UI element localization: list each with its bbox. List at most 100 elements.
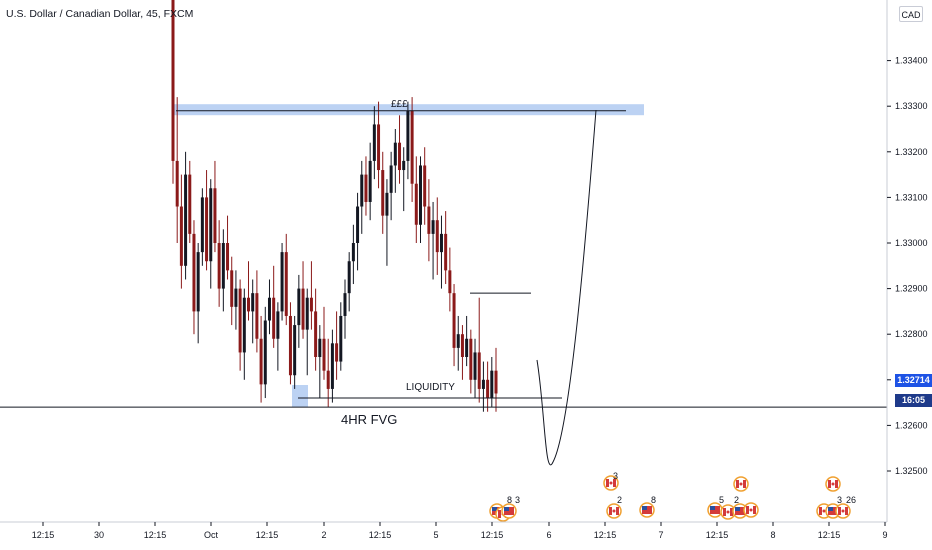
event-count: 8: [507, 495, 512, 505]
time-tick-label: Oct: [204, 530, 219, 540]
candle-body: [494, 370, 498, 394]
candle-body: [452, 293, 456, 348]
ca-flag-right: [845, 507, 848, 515]
ca-flag-leaf: [831, 482, 835, 486]
candle-body: [280, 252, 284, 312]
us-flag-canton: [642, 506, 647, 510]
price-tick-label: 1.33000: [895, 238, 928, 248]
ca-flag-right: [835, 480, 838, 488]
us-flag-icon[interactable]: [501, 503, 517, 519]
candle-body: [318, 338, 322, 357]
candle-body: [431, 220, 435, 234]
ca-flag-icon[interactable]: [825, 476, 841, 492]
ca-flag-leaf: [841, 509, 845, 513]
ca-flag-leaf: [739, 482, 743, 486]
ca-flag-icon[interactable]: [720, 504, 736, 520]
resistance-zone[interactable]: [174, 104, 644, 116]
candle-body: [238, 288, 242, 353]
time-tick-label: 2: [321, 530, 326, 540]
ca-flag-icon[interactable]: [743, 502, 759, 518]
candle-body: [179, 206, 183, 266]
time-tick-label: 12:15: [706, 530, 729, 540]
candle-body: [284, 252, 288, 316]
candle-body: [297, 288, 301, 326]
candle-body: [486, 379, 490, 399]
candle-body: [175, 160, 179, 207]
event-count: 5: [719, 495, 724, 505]
countdown-tag: 16:05: [895, 394, 932, 407]
candle-body: [255, 293, 259, 339]
candle-body: [267, 297, 271, 321]
candle-body: [263, 320, 267, 385]
ca-flag-left: [819, 507, 822, 515]
candle-body: [171, 0, 175, 161]
candle-body: [393, 142, 397, 166]
ca-flag-leaf: [822, 509, 826, 513]
candle-body: [477, 352, 481, 389]
candle-series: [171, 0, 498, 412]
candle-body: [402, 160, 406, 171]
candle-body: [330, 343, 334, 389]
candle-body: [188, 174, 192, 234]
us-flag-icon[interactable]: [639, 502, 655, 518]
candle-body: [213, 188, 217, 243]
ca-flag-left: [606, 479, 609, 487]
time-tick-label: 6: [546, 530, 551, 540]
price-tick-label: 1.32800: [895, 329, 928, 339]
candle-body: [435, 220, 439, 253]
candle-body: [456, 334, 460, 348]
candle-body: [226, 243, 230, 271]
candle-body: [469, 338, 473, 380]
candle-body: [356, 206, 360, 243]
economic-events[interactable]: 8 332 8 5 2 3 26: [489, 471, 856, 522]
ca-flag-left: [838, 507, 841, 515]
candle-body: [372, 124, 376, 161]
candle-body: [448, 270, 452, 294]
time-tick-label: 12:15: [818, 530, 841, 540]
candle-body: [251, 293, 255, 312]
candle-body: [305, 297, 309, 330]
candle-body: [209, 188, 213, 262]
price-tick-label: 1.33200: [895, 147, 928, 157]
ca-flag-leaf: [612, 509, 616, 513]
liquidity-zone[interactable]: [292, 385, 308, 407]
candle-body: [314, 311, 318, 357]
candle-body: [410, 110, 414, 184]
candle-body: [377, 124, 381, 171]
candle-body: [288, 315, 292, 376]
candle-body: [301, 288, 305, 330]
projection-curve[interactable]: [536, 109, 597, 466]
us-flag-icon[interactable]: [707, 502, 723, 518]
ca-flag-icon[interactable]: [606, 503, 622, 519]
top-label: £££: [391, 99, 408, 110]
ca-flag-left: [746, 506, 749, 514]
ca-flag-icon[interactable]: [603, 475, 619, 491]
us-flag-canton: [828, 507, 833, 511]
candle-body: [184, 174, 188, 266]
candle-body: [414, 183, 418, 225]
time-tick-label: 30: [94, 530, 104, 540]
candle-body: [200, 197, 204, 253]
candle-body: [339, 315, 343, 362]
candle-body: [196, 252, 200, 312]
candle-body: [490, 370, 494, 399]
price-tick-label: 1.33300: [895, 101, 928, 111]
event-count: 3: [613, 471, 618, 481]
price-tick-label: 1.32900: [895, 284, 928, 294]
time-axis[interactable]: 12:15 30 12:15 Oct 12:15 2 12:15 5 12:15 6 12:15 7 1…: [32, 522, 888, 540]
ca-flag-icon[interactable]: [835, 503, 851, 519]
candle-body: [326, 370, 330, 389]
candle-body: [418, 165, 422, 225]
ca-flag-left: [828, 480, 831, 488]
ca-flag-left: [609, 507, 612, 515]
currency-button[interactable]: CAD: [899, 6, 923, 22]
us-flag-canton: [492, 507, 497, 511]
ca-flag-leaf: [749, 508, 753, 512]
candle-body: [347, 261, 351, 294]
ca-flag-icon[interactable]: [733, 476, 749, 492]
ca-flag-left: [736, 480, 739, 488]
candle-body: [272, 297, 276, 339]
price-tick-label: 1.33400: [895, 56, 928, 66]
candle-body: [385, 192, 389, 216]
